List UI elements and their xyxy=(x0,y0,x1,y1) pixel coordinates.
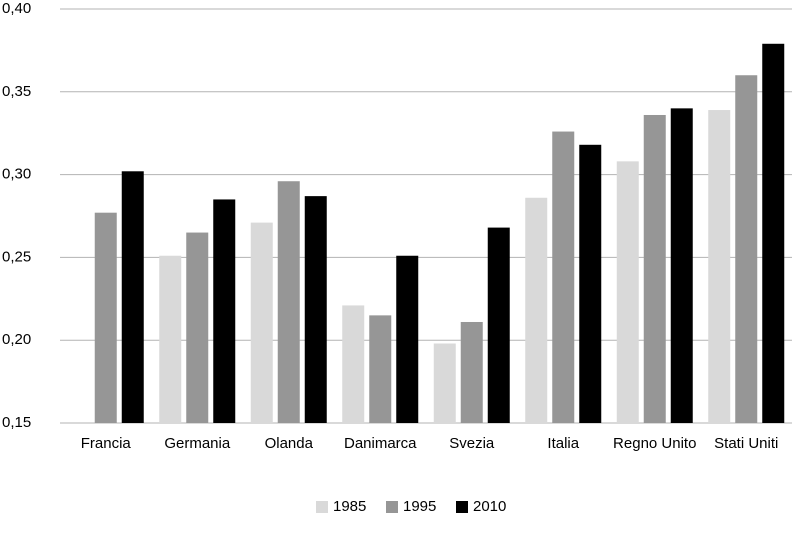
x-tick-label: Danimarca xyxy=(344,435,417,452)
bar xyxy=(579,144,602,424)
bar xyxy=(94,212,117,423)
y-tick-label: 0,35 xyxy=(2,83,31,100)
bar xyxy=(460,321,483,423)
x-tick-label: Svezia xyxy=(449,435,495,452)
legend-swatch xyxy=(456,501,468,513)
x-tick-label: Stati Uniti xyxy=(714,435,778,452)
legend-label: 2010 xyxy=(473,498,506,515)
legend-swatch xyxy=(316,501,328,513)
legend-swatch xyxy=(386,501,398,513)
y-tick-label: 0,20 xyxy=(2,331,31,348)
x-tick-label: Italia xyxy=(547,435,579,452)
bar xyxy=(396,255,419,423)
legend-label: 1995 xyxy=(403,498,436,515)
bar xyxy=(369,315,392,423)
x-tick-label: Regno Unito xyxy=(613,435,696,452)
bar xyxy=(121,171,144,423)
bar xyxy=(616,161,639,424)
x-tick-label: Germania xyxy=(164,435,231,452)
bar xyxy=(159,255,182,423)
bar xyxy=(250,222,273,423)
bar xyxy=(762,43,785,423)
bar xyxy=(213,199,236,423)
y-tick-label: 0,15 xyxy=(2,414,31,431)
x-tick-label: Olanda xyxy=(265,435,314,452)
y-tick-label: 0,25 xyxy=(2,248,31,265)
bar xyxy=(670,108,693,424)
bar xyxy=(342,305,365,423)
bar xyxy=(708,110,731,424)
bar xyxy=(277,181,300,423)
legend-label: 1985 xyxy=(333,498,366,515)
bar xyxy=(487,227,510,423)
y-tick-label: 0,40 xyxy=(2,0,31,17)
x-tick-label: Francia xyxy=(81,435,132,452)
y-tick-label: 0,30 xyxy=(2,166,31,183)
bar xyxy=(186,232,209,423)
bar xyxy=(433,343,456,423)
bar xyxy=(304,196,327,423)
bar xyxy=(735,75,758,424)
bar xyxy=(643,114,666,423)
bar xyxy=(525,197,548,423)
bar xyxy=(552,131,575,423)
